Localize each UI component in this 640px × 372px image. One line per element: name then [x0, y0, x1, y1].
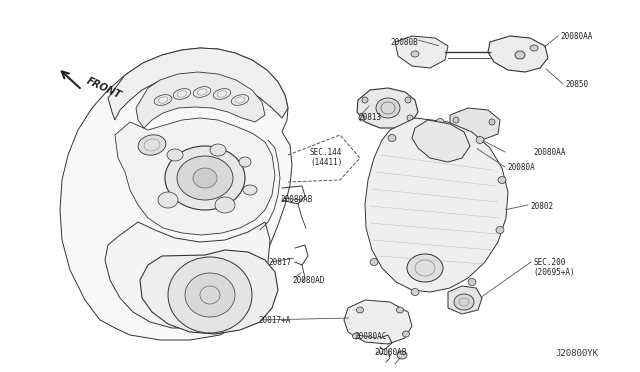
Ellipse shape	[403, 331, 410, 337]
Ellipse shape	[498, 176, 506, 183]
Text: SEC.200: SEC.200	[533, 258, 565, 267]
Text: (14411): (14411)	[310, 158, 342, 167]
Ellipse shape	[362, 97, 368, 103]
Text: 20080AB: 20080AB	[374, 348, 406, 357]
Ellipse shape	[239, 157, 251, 167]
Text: J20800YK: J20800YK	[555, 349, 598, 358]
Text: 20080AD: 20080AD	[292, 276, 324, 285]
Ellipse shape	[177, 156, 233, 200]
Text: (20695+A): (20695+A)	[533, 268, 575, 277]
Polygon shape	[105, 222, 270, 328]
Ellipse shape	[468, 279, 476, 285]
Polygon shape	[136, 72, 265, 128]
Ellipse shape	[489, 119, 495, 125]
Ellipse shape	[370, 259, 378, 266]
Ellipse shape	[515, 51, 525, 59]
Polygon shape	[344, 300, 412, 344]
Text: 20080AC: 20080AC	[354, 332, 387, 341]
Polygon shape	[108, 48, 288, 120]
Polygon shape	[395, 36, 448, 68]
Text: 20850: 20850	[565, 80, 588, 89]
Text: 20080AA: 20080AA	[560, 32, 593, 41]
Polygon shape	[488, 36, 548, 72]
Ellipse shape	[356, 307, 364, 313]
Ellipse shape	[407, 115, 413, 121]
Text: 20080AA: 20080AA	[533, 148, 565, 157]
Text: 20817: 20817	[268, 258, 291, 267]
Text: 20080B: 20080B	[390, 38, 418, 47]
Ellipse shape	[165, 146, 245, 210]
Text: FRONT: FRONT	[85, 76, 123, 100]
Ellipse shape	[167, 149, 183, 161]
Ellipse shape	[496, 227, 504, 234]
Ellipse shape	[168, 257, 252, 333]
Ellipse shape	[185, 273, 235, 317]
Ellipse shape	[210, 144, 226, 156]
Polygon shape	[60, 48, 292, 340]
Ellipse shape	[436, 119, 444, 125]
Text: 20813: 20813	[358, 113, 381, 122]
Text: 20080AB: 20080AB	[280, 195, 312, 204]
Ellipse shape	[138, 135, 166, 155]
Ellipse shape	[376, 98, 400, 118]
Ellipse shape	[397, 307, 403, 313]
Ellipse shape	[411, 289, 419, 295]
Ellipse shape	[359, 115, 365, 121]
Ellipse shape	[215, 197, 235, 213]
Polygon shape	[365, 118, 508, 292]
Ellipse shape	[243, 185, 257, 195]
Ellipse shape	[454, 294, 474, 310]
Polygon shape	[412, 120, 470, 162]
Ellipse shape	[476, 137, 484, 144]
Polygon shape	[115, 118, 275, 235]
Text: 20802: 20802	[530, 202, 553, 211]
Ellipse shape	[158, 192, 178, 208]
Text: 20080A: 20080A	[507, 163, 535, 172]
Polygon shape	[140, 250, 278, 334]
Ellipse shape	[411, 51, 419, 57]
Polygon shape	[448, 286, 482, 314]
Ellipse shape	[193, 168, 217, 188]
Ellipse shape	[397, 351, 407, 359]
Ellipse shape	[353, 333, 360, 339]
Ellipse shape	[407, 254, 443, 282]
Text: 20817+A: 20817+A	[258, 316, 291, 325]
Polygon shape	[357, 88, 418, 128]
Ellipse shape	[405, 97, 411, 103]
Ellipse shape	[453, 117, 459, 123]
Text: SEC.144: SEC.144	[310, 148, 342, 157]
Polygon shape	[450, 108, 500, 140]
Ellipse shape	[530, 45, 538, 51]
Ellipse shape	[388, 135, 396, 141]
